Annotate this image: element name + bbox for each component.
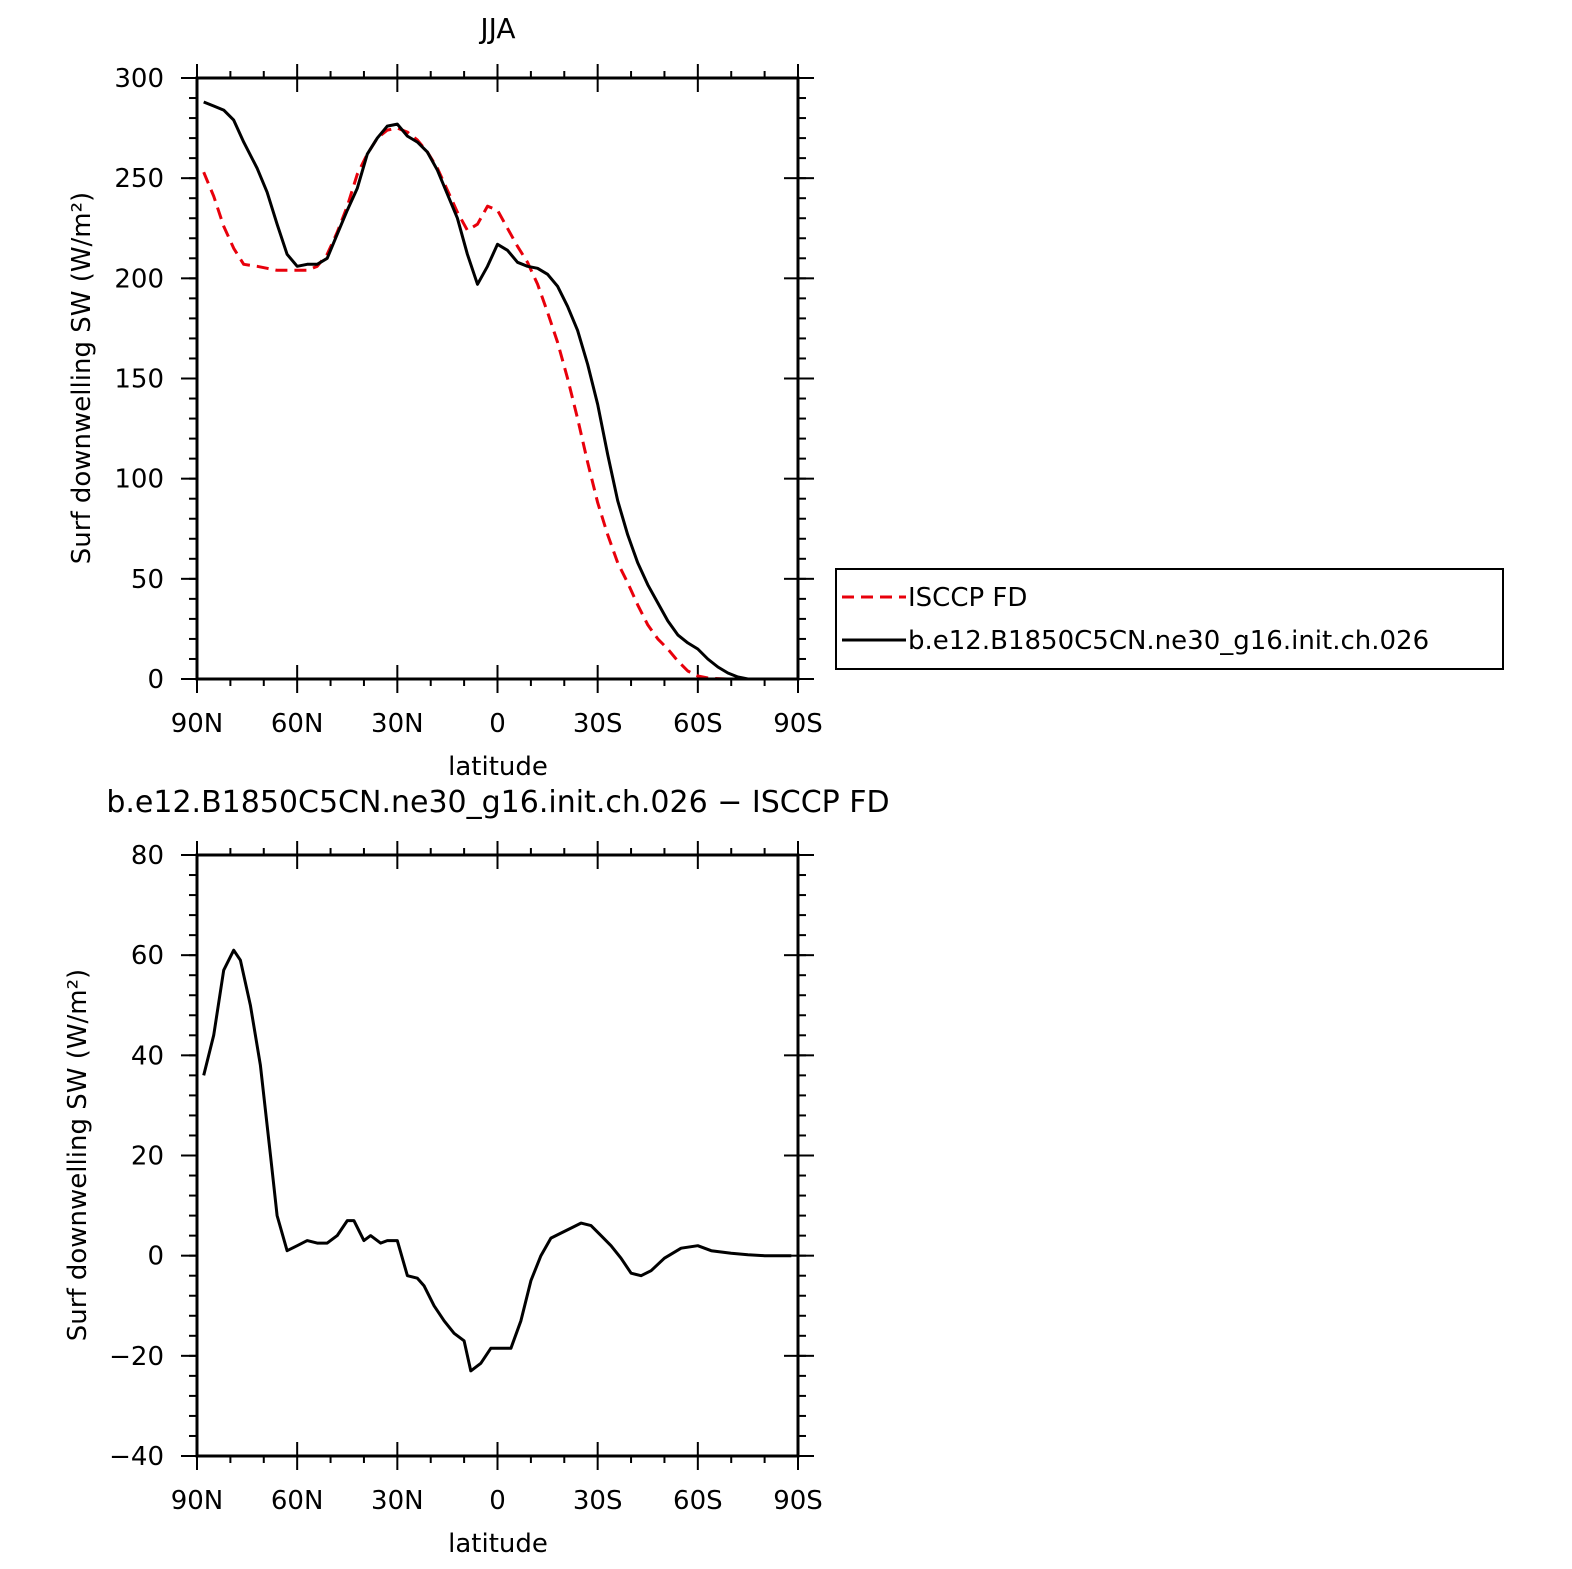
top-chart-x-tick-label: 30S — [573, 709, 623, 739]
bottom-chart-x-tick-labels: 90N 60N 30N 0 30S 60S 90S — [171, 1486, 823, 1516]
top-chart-y-tick-label: 0 — [147, 665, 164, 695]
bottom-chart-series — [202, 948, 792, 1373]
bottom-chart-panel: b.e12.B1850C5CN.ne30_g16.init.ch.026 − I… — [63, 785, 890, 1559]
bottom-chart-x-tick-label: 60N — [271, 1486, 324, 1516]
top-chart-title: JJA — [478, 12, 515, 45]
bottom-chart-series-line-0 — [202, 948, 792, 1373]
bottom-chart-y-tick-label: 60 — [131, 941, 164, 971]
bottom-chart-x-tick-label: 60S — [673, 1486, 723, 1516]
top-chart-y-tick-label: 50 — [131, 565, 164, 595]
bottom-chart-y-tick-label: 80 — [131, 841, 164, 871]
top-chart-x-tick-label: 0 — [489, 709, 506, 739]
bottom-chart-x-tick-label: 30N — [371, 1486, 424, 1516]
bottom-chart-y-tick-label: 20 — [131, 1142, 164, 1172]
bottom-chart-xlabel: latitude — [448, 1529, 548, 1559]
top-chart-y-tick-label: 100 — [114, 465, 164, 495]
bottom-chart-ylabel: Surf downwelling SW (W/m²) — [63, 969, 93, 1341]
bottom-chart-y-tick-label: −40 — [109, 1442, 164, 1472]
top-chart-series-line-0 — [202, 126, 795, 681]
bottom-chart-x-tick-label: 90S — [773, 1486, 823, 1516]
legend-box — [835, 568, 1504, 670]
top-chart-x-tick-label: 30N — [371, 709, 424, 739]
top-chart-x-tick-label: 60N — [271, 709, 324, 739]
top-chart-y-tick-label: 150 — [114, 365, 164, 395]
legend-label-isccp: ISCCP FD — [908, 583, 1027, 613]
bottom-chart-y-tick-labels: −40 −20 0 20 40 60 80 — [109, 841, 164, 1472]
top-chart-ylabel: Surf downwelling SW (W/m²) — [67, 192, 97, 564]
bottom-chart-frame — [195, 853, 800, 1458]
bottom-chart-x-tick-label: 0 — [489, 1486, 506, 1516]
top-chart-ticks — [181, 64, 814, 693]
top-chart-x-tick-label: 90N — [171, 709, 224, 739]
bottom-chart-x-tick-label: 90N — [171, 1486, 224, 1516]
top-chart-frame — [195, 76, 800, 681]
top-chart-y-tick-label: 200 — [114, 264, 164, 294]
top-chart-x-tick-label: 90S — [773, 709, 823, 739]
top-chart-y-tick-label: 250 — [114, 164, 164, 194]
bottom-chart-ticks — [181, 841, 814, 1470]
top-chart-y-tick-labels: 0 50 100 150 200 250 300 — [114, 64, 164, 695]
bottom-chart-y-tick-label: 40 — [131, 1041, 164, 1071]
bottom-chart-y-tick-label: −20 — [109, 1342, 164, 1372]
top-chart-series-line-1 — [203, 100, 795, 681]
bottom-chart-x-tick-label: 30S — [573, 1486, 623, 1516]
legend: ISCCP FD b.e12.B1850C5CN.ne30_g16.init.c… — [835, 568, 1504, 670]
bottom-chart-y-tick-label: 0 — [147, 1242, 164, 1272]
top-chart-y-tick-label: 300 — [114, 64, 164, 94]
top-chart-xlabel: latitude — [448, 752, 548, 782]
legend-label-model: b.e12.B1850C5CN.ne30_g16.init.ch.026 — [908, 626, 1429, 656]
top-chart-x-tick-label: 60S — [673, 709, 723, 739]
top-chart-series — [202, 100, 795, 681]
top-chart-x-tick-labels: 90N 60N 30N 0 30S 60S 90S — [171, 709, 823, 739]
bottom-chart-title: b.e12.B1850C5CN.ne30_g16.init.ch.026 − I… — [106, 785, 889, 820]
